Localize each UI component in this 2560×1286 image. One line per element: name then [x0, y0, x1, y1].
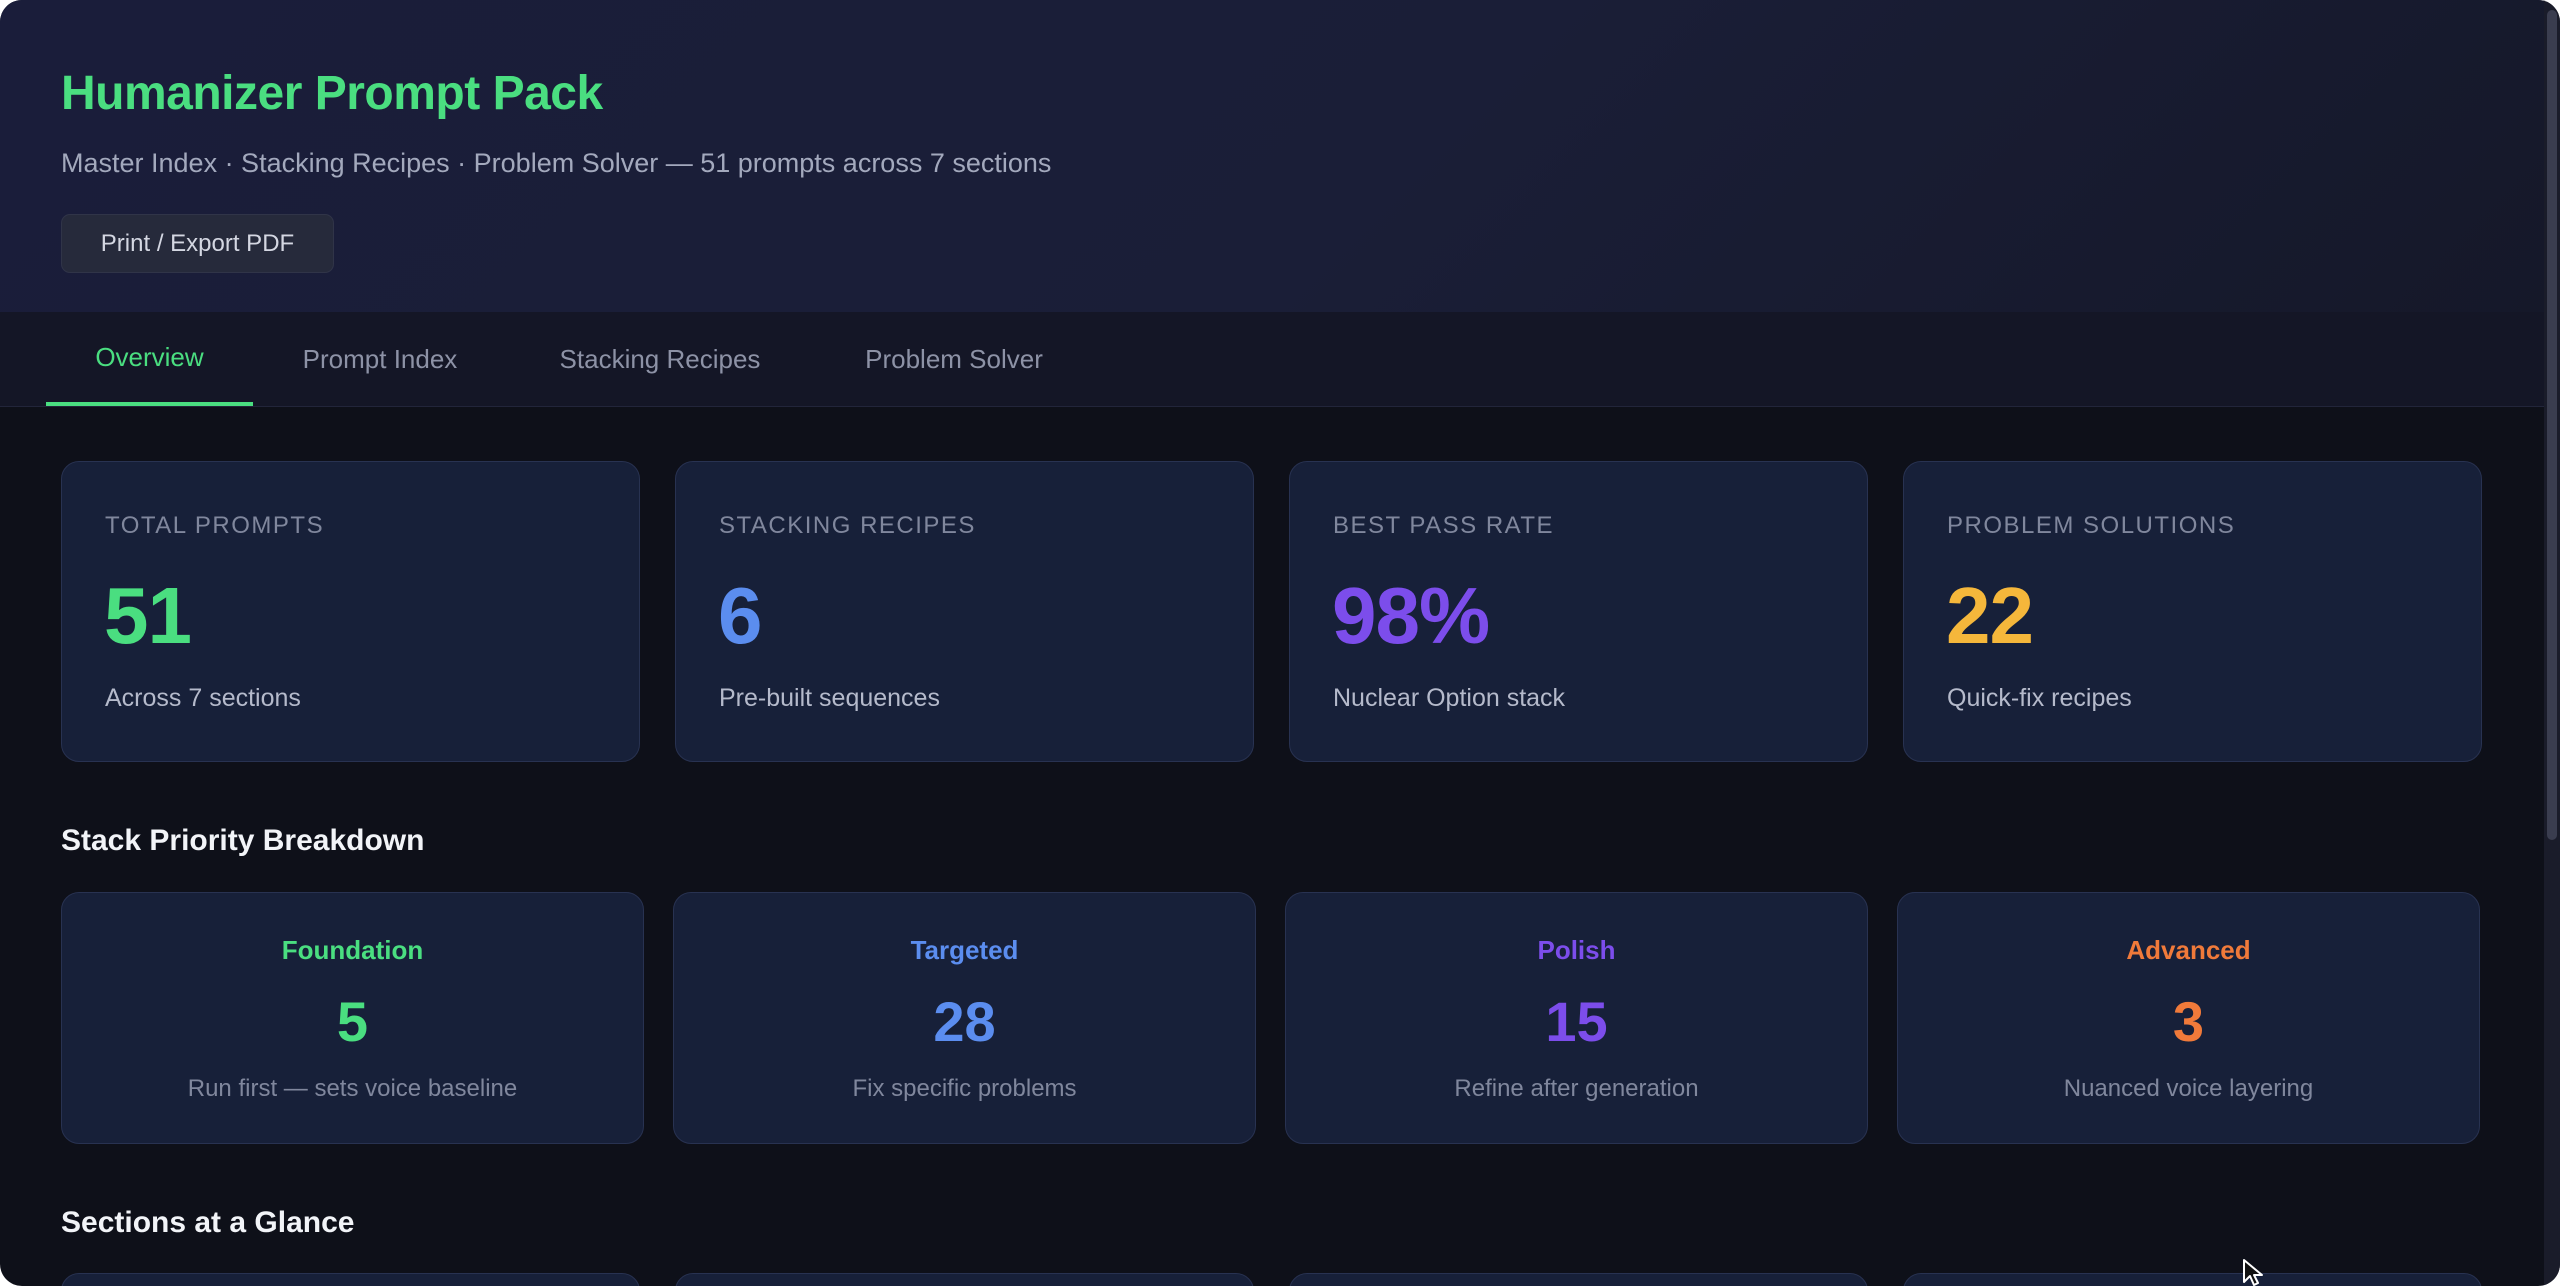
tab-stacking-recipes[interactable]: Stacking Recipes [559, 343, 761, 374]
priority-name: Foundation [281, 935, 424, 965]
stat-card-problem-solutions: PROBLEM SOLUTIONS 22 Quick-fix recipes [1903, 461, 2482, 762]
priority-name: Advanced [2126, 935, 2251, 965]
priority-card-advanced: Advanced 3 Nuanced voice layering [1897, 892, 2480, 1144]
priority-count: 28 [933, 990, 996, 1053]
tab-overview[interactable]: Overview [46, 312, 253, 406]
print-export-button[interactable]: Print / Export PDF [61, 214, 334, 273]
scrollbar-thumb[interactable] [2547, 10, 2557, 840]
section-card[interactable] [1289, 1273, 1868, 1286]
stat-label: STACKING RECIPES [719, 512, 976, 539]
tab-bar: Overview Prompt Index Stacking Recipes P… [0, 312, 2544, 407]
priority-count: 3 [2172, 990, 2205, 1053]
tab-prompt-index[interactable]: Prompt Index [302, 343, 458, 374]
priority-name: Polish [1537, 935, 1616, 965]
stat-value: 51 [104, 571, 192, 660]
page-title: Humanizer Prompt Pack [61, 67, 603, 120]
priority-description: Nuanced voice layering [2063, 1075, 2314, 1102]
priority-count: 5 [336, 990, 369, 1053]
stat-card-stacking-recipes: STACKING RECIPES 6 Pre-built sequences [675, 461, 1254, 762]
stat-value: 22 [1946, 571, 2034, 660]
stat-value: 6 [718, 571, 762, 660]
priority-card-polish: Polish 15 Refine after generation [1285, 892, 1868, 1144]
breakdown-section-title: Stack Priority Breakdown [61, 824, 425, 857]
page-header: Humanizer Prompt Pack Master Index · Sta… [0, 0, 2544, 313]
section-card[interactable] [1903, 1273, 2482, 1286]
stat-card-best-pass-rate: BEST PASS RATE 98% Nuclear Option stack [1289, 461, 1868, 762]
priority-description: Run first — sets voice baseline [187, 1075, 518, 1102]
section-card[interactable] [61, 1273, 640, 1286]
arrow-cursor-icon [2243, 1259, 2263, 1286]
stat-description: Quick-fix recipes [1947, 684, 2132, 712]
stat-description: Nuclear Option stack [1333, 684, 1566, 712]
priority-count: 15 [1545, 990, 1608, 1053]
stat-value: 98% [1332, 571, 1490, 660]
tab-problem-solver[interactable]: Problem Solver [865, 343, 1043, 374]
vertical-scrollbar[interactable] [2544, 0, 2560, 1286]
priority-card-foundation: Foundation 5 Run first — sets voice base… [61, 892, 644, 1144]
priority-card-targeted: Targeted 28 Fix specific problems [673, 892, 1256, 1144]
priority-description: Fix specific problems [852, 1075, 1077, 1102]
stat-description: Pre-built sequences [719, 684, 940, 712]
priority-description: Refine after generation [1454, 1075, 1699, 1102]
section-card[interactable] [675, 1273, 1254, 1286]
stat-label: PROBLEM SOLUTIONS [1947, 512, 2236, 539]
stat-description: Across 7 sections [105, 684, 301, 712]
page-subtitle: Master Index · Stacking Recipes · Proble… [61, 148, 1052, 178]
stat-label: BEST PASS RATE [1333, 512, 1555, 539]
stat-card-total-prompts: TOTAL PROMPTS 51 Across 7 sections [61, 461, 640, 762]
priority-name: Targeted [910, 935, 1019, 965]
stat-label: TOTAL PROMPTS [105, 512, 325, 539]
sections-glance-title: Sections at a Glance [61, 1206, 355, 1239]
